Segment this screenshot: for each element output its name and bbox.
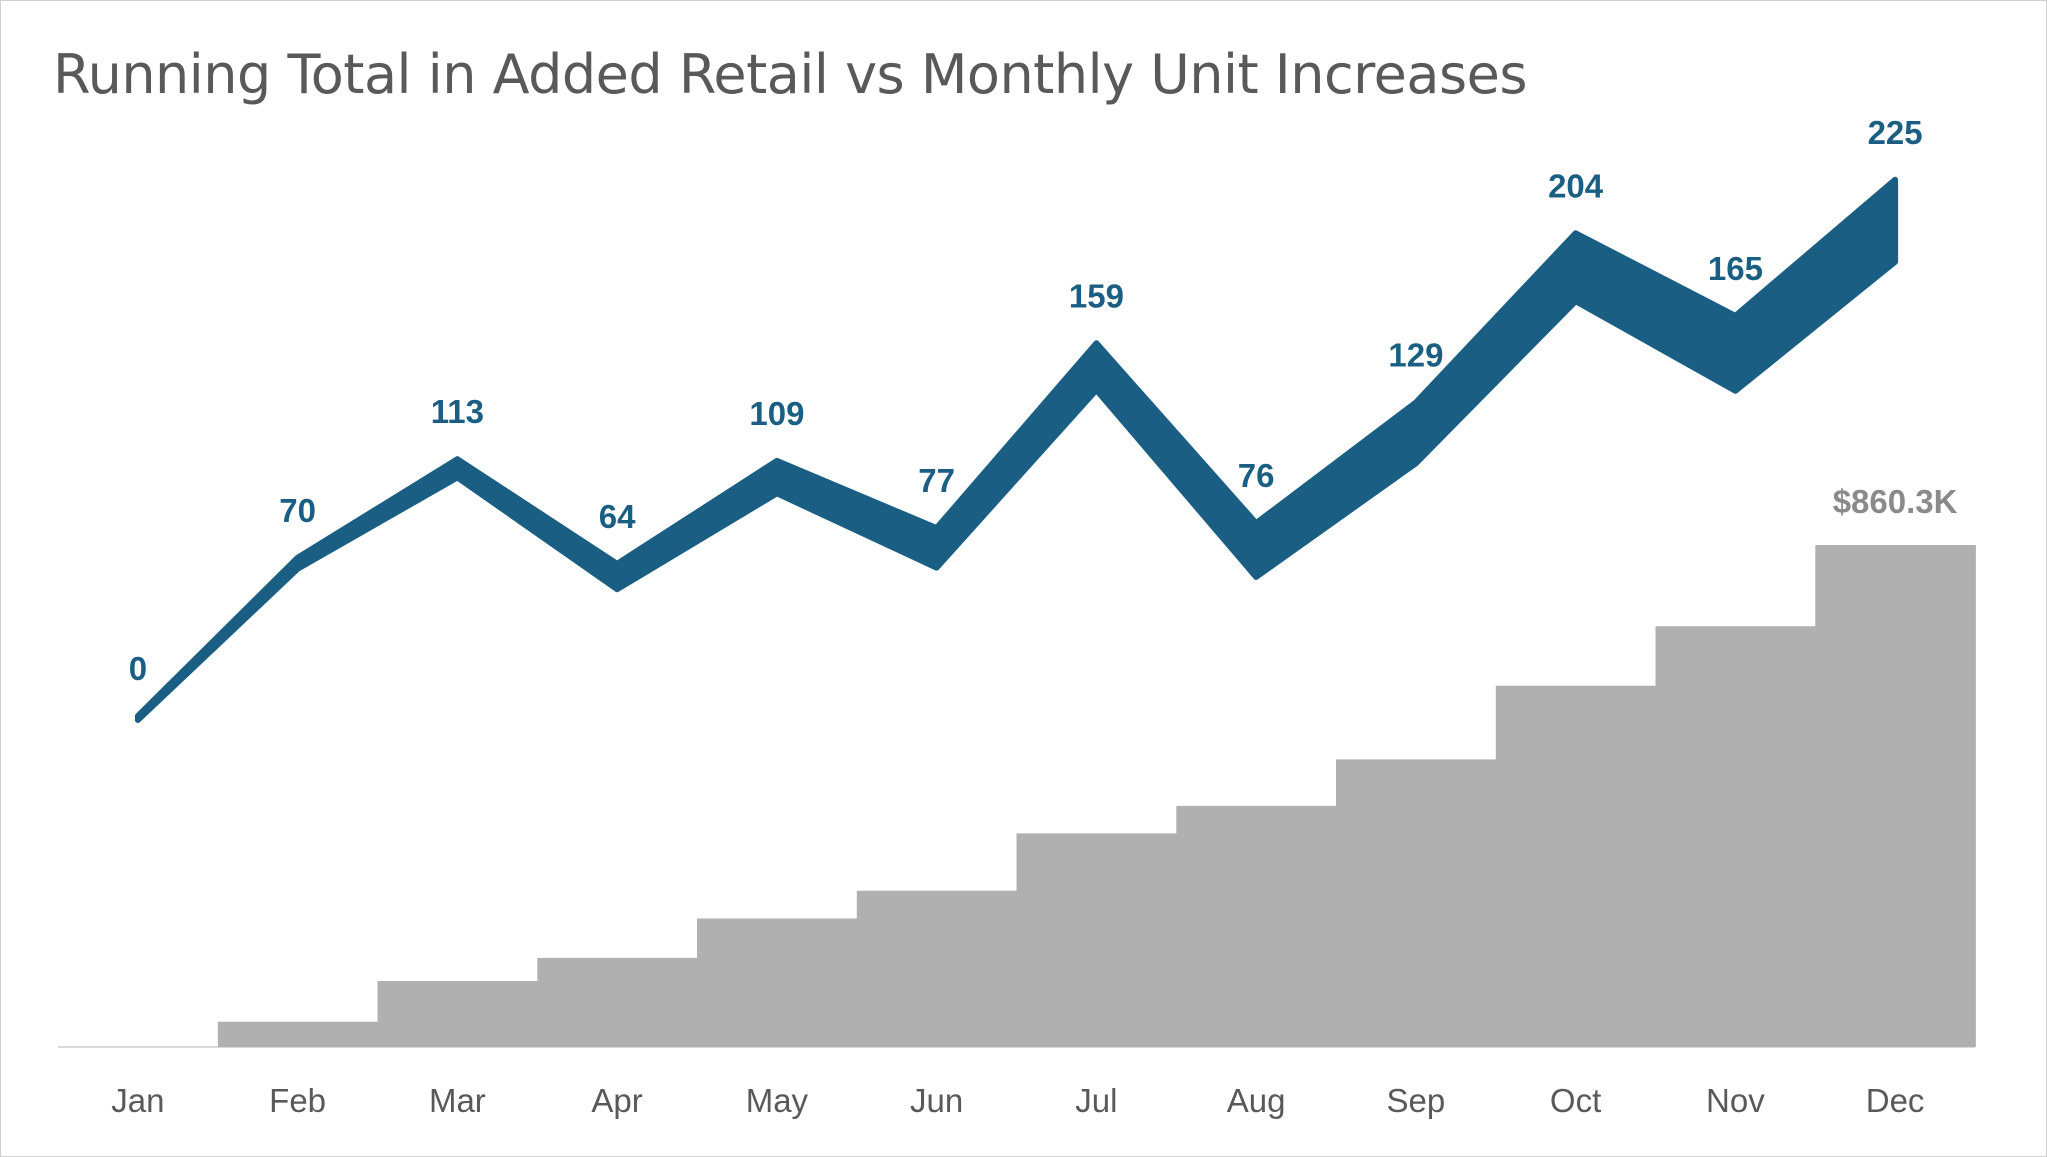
unit-label-nov: 165 xyxy=(1708,250,1763,287)
running-total-step-feb xyxy=(217,1021,379,1047)
x-axis-ticks: Jan Feb Mar Apr May Jun Jul Aug Sep Oct Nov Dec xyxy=(111,1082,1924,1119)
unit-label-apr: 64 xyxy=(599,498,636,535)
x-tick-jul: Jul xyxy=(1075,1082,1117,1119)
running-total-step-sep xyxy=(1336,759,1497,1047)
unit-label-feb: 70 xyxy=(279,492,316,529)
unit-label-jul: 159 xyxy=(1069,277,1124,314)
data-labels: 0 70 113 64 109 77 159 76 129 204 165 225 $860.3K xyxy=(129,114,1958,687)
unit-label-oct: 204 xyxy=(1548,167,1604,204)
unit-label-dec: 225 xyxy=(1868,114,1923,151)
chart-title: Running Total in Added Retail vs Monthly… xyxy=(53,43,1527,106)
x-tick-jan: Jan xyxy=(111,1082,164,1119)
running-total-step-aug xyxy=(1176,805,1337,1047)
x-tick-jun: Jun xyxy=(910,1082,963,1119)
unit-label-jun: 77 xyxy=(918,462,955,499)
unit-label-sep: 129 xyxy=(1388,337,1443,374)
running-total-step-jul xyxy=(1016,833,1178,1047)
unit-point-oct xyxy=(1573,265,1578,270)
x-tick-feb: Feb xyxy=(269,1082,326,1119)
monthly-units-line xyxy=(134,176,1899,723)
unit-point-dec xyxy=(1893,218,1898,223)
running-total-step-oct xyxy=(1495,685,1657,1047)
x-tick-nov: Nov xyxy=(1706,1082,1765,1119)
unit-point-jul xyxy=(1094,364,1099,369)
x-tick-oct: Oct xyxy=(1550,1082,1601,1119)
x-tick-mar: Mar xyxy=(429,1082,486,1119)
unit-point-jun xyxy=(934,545,939,550)
x-tick-may: May xyxy=(746,1082,809,1119)
running-total-step-dec xyxy=(1815,545,1976,1047)
monthly-units-ribbon xyxy=(134,176,1899,723)
x-tick-apr: Apr xyxy=(591,1082,642,1119)
x-tick-sep: Sep xyxy=(1387,1082,1446,1119)
running-total-step-apr xyxy=(537,957,698,1047)
unit-point-mar xyxy=(455,466,460,471)
unit-label-mar: 113 xyxy=(431,393,484,430)
unit-point-jan xyxy=(135,716,140,720)
unit-label-jan: 0 xyxy=(129,650,147,687)
running-total-step-nov xyxy=(1655,626,1817,1047)
unit-label-may: 109 xyxy=(749,395,804,432)
running-total-step-mar xyxy=(377,981,539,1047)
x-tick-aug: Aug xyxy=(1227,1082,1286,1119)
running-total-label: $860.3K xyxy=(1833,483,1958,520)
unit-point-sep xyxy=(1413,430,1418,435)
running-total-step-may xyxy=(697,918,858,1047)
unit-label-aug: 76 xyxy=(1238,457,1275,494)
unit-point-aug xyxy=(1254,548,1259,552)
running-total-step-jun xyxy=(856,890,1018,1047)
unit-point-feb xyxy=(295,561,300,566)
unit-point-may xyxy=(774,475,779,480)
running-total-area xyxy=(217,545,1976,1047)
x-tick-dec: Dec xyxy=(1866,1082,1925,1119)
unit-point-nov xyxy=(1733,351,1738,356)
unit-point-apr xyxy=(615,574,620,579)
